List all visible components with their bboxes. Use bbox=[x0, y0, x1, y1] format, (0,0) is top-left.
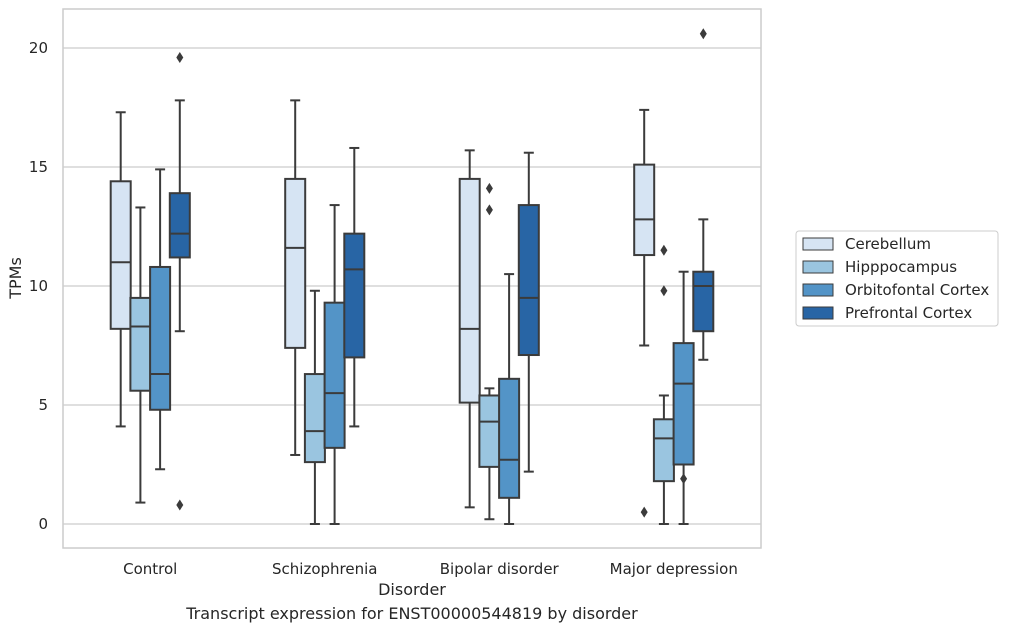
box bbox=[498, 377, 521, 499]
box-group bbox=[498, 273, 521, 525]
box-group bbox=[478, 182, 501, 521]
box-group bbox=[303, 289, 326, 525]
x-tick-label: Bipolar disorder bbox=[440, 560, 560, 578]
box bbox=[478, 394, 501, 468]
y-tick-label: 0 bbox=[38, 515, 48, 533]
box-group bbox=[652, 244, 675, 525]
legend-label: Prefrontal Cortex bbox=[845, 304, 972, 322]
outlier-point bbox=[485, 182, 493, 194]
box bbox=[672, 342, 695, 466]
y-tick-label: 5 bbox=[38, 396, 48, 414]
box bbox=[168, 192, 191, 259]
x-axis-label: Disorder bbox=[378, 580, 446, 599]
box bbox=[652, 418, 675, 483]
box-group bbox=[149, 168, 172, 471]
box bbox=[692, 270, 715, 333]
box bbox=[633, 163, 656, 257]
box bbox=[303, 373, 326, 464]
y-axis-label: TPMs bbox=[6, 257, 25, 300]
box bbox=[129, 296, 152, 392]
box-group bbox=[517, 151, 540, 473]
outlier-point bbox=[176, 52, 184, 64]
box-group bbox=[323, 204, 346, 525]
box bbox=[109, 180, 132, 330]
chart-caption: Transcript expression for ENST0000054481… bbox=[186, 604, 638, 623]
box bbox=[458, 177, 481, 404]
box bbox=[284, 177, 307, 349]
legend-swatch bbox=[802, 260, 834, 274]
plot-frame bbox=[62, 8, 762, 549]
outlier-point bbox=[660, 244, 668, 256]
x-tick-labels: Control Schizophrenia Bipolar disorder Majo… bbox=[123, 560, 738, 578]
outlier-point bbox=[640, 506, 648, 518]
y-tick-label: 20 bbox=[29, 39, 48, 57]
y-tick-label: 10 bbox=[29, 277, 48, 295]
outlier-point bbox=[699, 28, 707, 40]
legend-label: Hipppocampus bbox=[845, 258, 957, 276]
legend-swatch bbox=[802, 237, 834, 251]
x-tick-label: Major depression bbox=[610, 560, 738, 578]
legend-swatch bbox=[802, 283, 834, 297]
outlier-point bbox=[680, 473, 688, 485]
y-tick-labels: 0 5 10 15 20 bbox=[29, 39, 48, 533]
legend-frame bbox=[795, 230, 999, 327]
box-group bbox=[633, 108, 656, 518]
box bbox=[517, 204, 540, 357]
legend-label: Cerebellum bbox=[845, 235, 931, 253]
box-group bbox=[692, 28, 715, 361]
box-group bbox=[672, 270, 695, 525]
outlier-point bbox=[660, 285, 668, 297]
y-tick-label: 15 bbox=[29, 158, 48, 176]
x-tick-label: Schizophrenia bbox=[272, 560, 377, 578]
box-group bbox=[458, 149, 481, 509]
box-group bbox=[168, 52, 191, 511]
legend-label: Orbitofontal Cortex bbox=[845, 281, 989, 299]
outlier-point bbox=[176, 499, 184, 511]
box-layer bbox=[109, 28, 715, 525]
box-group bbox=[343, 146, 366, 428]
box bbox=[343, 232, 366, 359]
outlier-point bbox=[485, 204, 493, 216]
x-tick-label: Control bbox=[123, 560, 177, 578]
box-group bbox=[284, 99, 307, 456]
box-group bbox=[129, 206, 152, 504]
legend-swatch bbox=[802, 306, 834, 320]
box-group bbox=[109, 111, 132, 428]
box bbox=[323, 301, 346, 449]
legend: Cerebellum Hipppocampus Orbitofontal Corte… bbox=[795, 230, 999, 327]
box bbox=[149, 265, 172, 411]
